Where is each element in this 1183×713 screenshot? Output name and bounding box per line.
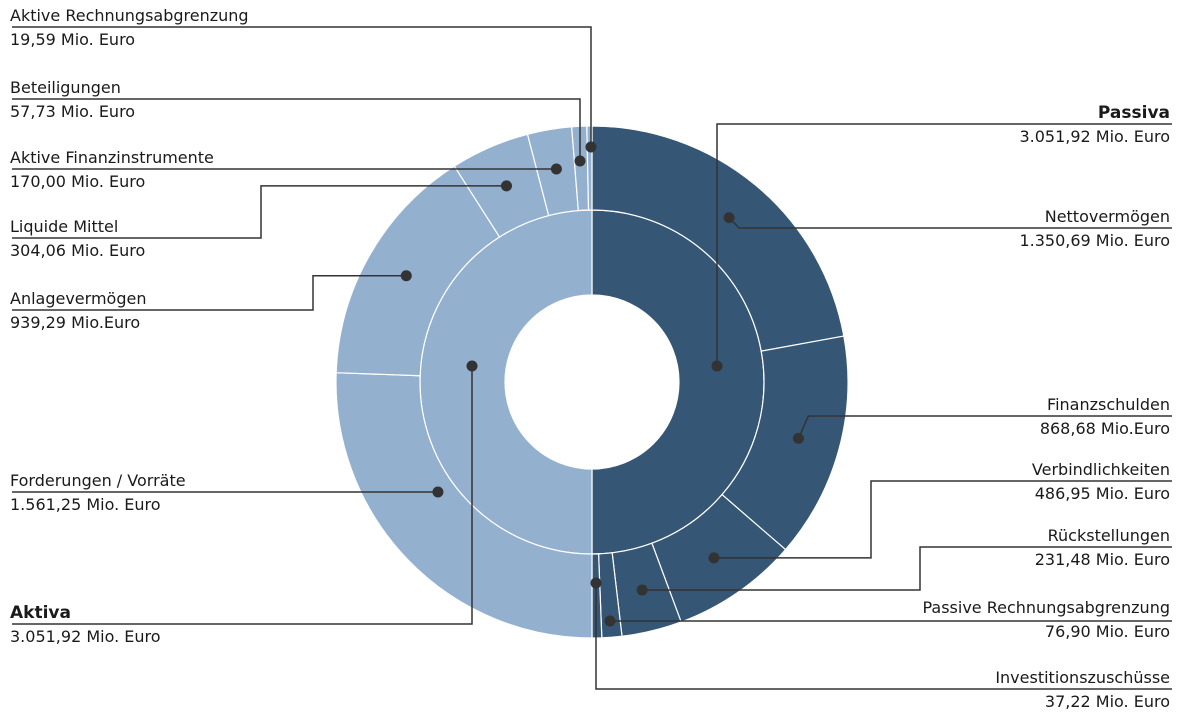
segments: [335, 125, 849, 639]
label-name-forderungen-vorraete: Forderungen / Vorräte: [10, 471, 186, 490]
marker-dot-liquide-mittel: [500, 180, 512, 192]
outer-segment-nettovermoegen: [591, 125, 845, 352]
label-value-forderungen-vorraete: 1.561,25 Mio. Euro: [10, 495, 161, 514]
label-name-rueckstellungen: Rückstellungen: [1048, 526, 1170, 545]
leader-line-verbindlichkeiten: [713, 480, 1172, 559]
leader-line-rueckstellungen: [642, 546, 1172, 591]
label-value-liquide-mittel: 304,06 Mio. Euro: [10, 241, 145, 260]
marker-dot-aktive-rechnungsabgrenzung: [585, 141, 597, 153]
label-value-investitionszuschuesse: 37,22 Mio. Euro: [1045, 692, 1170, 711]
label-value-beteiligungen: 57,73 Mio. Euro: [10, 102, 135, 121]
label-name-passive-rechnungsabgrenzung: Passive Rechnungsabgrenzung: [922, 598, 1170, 617]
label-value-aktive-finanzinstrumente: 170,00 Mio. Euro: [10, 172, 145, 191]
label-name-aktive-finanzinstrumente: Aktive Finanzinstrumente: [10, 148, 214, 167]
marker-dot-aktive-finanzinstrumente: [550, 163, 562, 175]
leader-lines: [12, 26, 1172, 690]
label-name-finanzschulden: Finanzschulden: [1047, 395, 1170, 414]
marker-dot-passive-rechnungsabgrenzung: [604, 615, 616, 627]
label-value-nettovermoegen: 1.350,69 Mio. Euro: [1019, 231, 1170, 250]
leader-line-aktive-rechnungsabgrenzung: [12, 26, 592, 147]
label-value-rueckstellungen: 231,48 Mio. Euro: [1035, 550, 1170, 569]
leader-line-anlagevermoegen: [12, 274, 407, 311]
label-value-aktive-rechnungsabgrenzung: 19,59 Mio. Euro: [10, 30, 135, 49]
label-value-passive-rechnungsabgrenzung: 76,90 Mio. Euro: [1045, 622, 1170, 641]
marker-dot-forderungen-vorraete: [432, 486, 444, 498]
marker-dot-beteiligungen: [574, 155, 586, 167]
leader-line-beteiligungen: [12, 98, 581, 161]
label-value-aktiva: 3.051,92 Mio. Euro: [10, 627, 161, 646]
label-value-verbindlichkeiten: 486,95 Mio. Euro: [1035, 484, 1170, 503]
marker-dot-aktiva: [466, 360, 478, 372]
label-name-passiva: Passiva: [1098, 103, 1170, 123]
marker-dot-investitionszuschuesse: [590, 577, 602, 589]
leader-line-passiva: [716, 123, 1172, 366]
leader-line-aktiva: [12, 366, 473, 625]
leader-line-finanzschulden: [797, 415, 1172, 439]
marker-dot-verbindlichkeiten: [708, 552, 720, 564]
label-name-nettovermoegen: Nettovermögen: [1045, 207, 1170, 226]
label-name-liquide-mittel: Liquide Mittel: [10, 217, 118, 236]
label-name-aktiva: Aktiva: [10, 603, 71, 623]
label-value-anlagevermoegen: 939,29 Mio.Euro: [10, 313, 140, 332]
labels: Passiva 3.051,92 Mio. Euro Aktiva 3.051,92 …: [10, 6, 1170, 711]
marker-dot-nettovermoegen: [723, 212, 735, 224]
label-value-passiva: 3.051,92 Mio. Euro: [1019, 127, 1170, 146]
label-name-verbindlichkeiten: Verbindlichkeiten: [1032, 460, 1170, 479]
label-name-aktive-rechnungsabgrenzung: Aktive Rechnungsabgrenzung: [10, 6, 249, 25]
label-name-investitionszuschuesse: Investitionszuschüsse: [995, 668, 1170, 687]
marker-dot-anlagevermoegen: [400, 270, 412, 282]
marker-dot-passiva: [711, 360, 723, 372]
outer-segment-forderungen-vorraete: [335, 372, 593, 639]
leader-line-liquide-mittel: [12, 185, 507, 239]
leader-line-investitionszuschuesse: [595, 583, 1172, 690]
label-name-beteiligungen: Beteiligungen: [10, 78, 121, 97]
marker-dot-finanzschulden: [792, 432, 804, 444]
label-value-finanzschulden: 868,68 Mio.Euro: [1040, 419, 1170, 438]
label-name-anlagevermoegen: Anlagevermögen: [10, 289, 146, 308]
marker-dot-rueckstellungen: [636, 584, 648, 596]
